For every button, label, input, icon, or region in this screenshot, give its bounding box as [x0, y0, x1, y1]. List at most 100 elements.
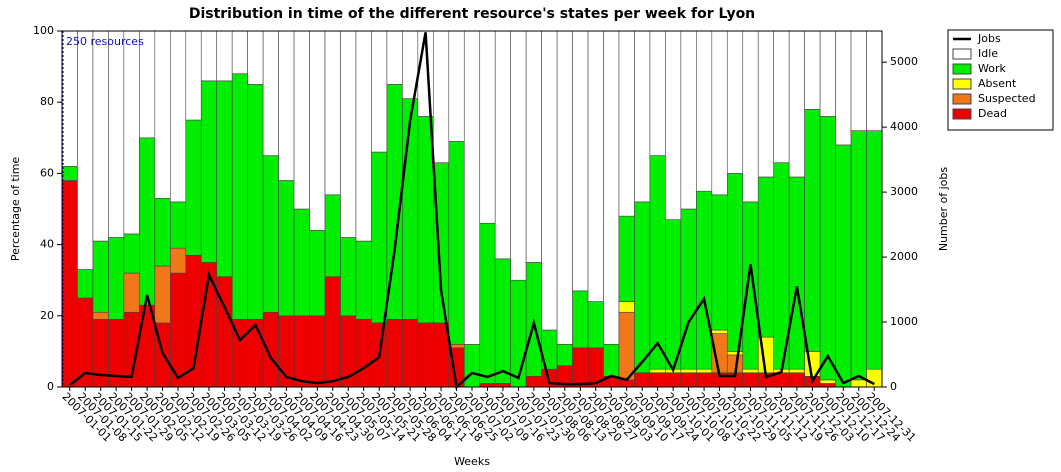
bar-segment	[804, 109, 821, 352]
bar-segment	[866, 130, 883, 370]
legend-swatch	[952, 78, 972, 90]
y-tick-label: 60	[40, 166, 54, 179]
y-tick-label: 80	[40, 95, 54, 108]
bar-segment	[479, 383, 496, 388]
bar-segment	[293, 30, 310, 210]
bar-segment	[185, 30, 202, 121]
bar-segment	[819, 379, 836, 384]
bar-segment	[92, 240, 109, 313]
bar-segment	[108, 237, 125, 320]
legend-label: Dead	[978, 107, 1007, 120]
bar-segment	[696, 368, 713, 374]
bar-segment	[139, 137, 156, 306]
bar-segment	[262, 30, 279, 156]
bar-segment	[835, 30, 852, 146]
bar-segment	[711, 30, 728, 196]
chart-title: Distribution in time of the different re…	[189, 6, 755, 22]
legend-swatch	[952, 48, 972, 60]
bar-segment	[711, 194, 728, 331]
bar-segment	[402, 98, 419, 320]
bar-segment	[742, 201, 759, 370]
bar-segment	[525, 376, 542, 388]
bar-segment	[618, 30, 635, 217]
y-tick-label: 0	[47, 380, 54, 393]
bar-segment	[216, 30, 233, 82]
y2-tick-label: 3000	[890, 185, 918, 198]
bar-segment	[170, 201, 187, 249]
legend-label: Suspected	[978, 92, 1036, 105]
bar-segment	[510, 279, 527, 388]
bar-segment	[510, 30, 527, 281]
bar-segment	[371, 30, 388, 153]
jobs-line	[68, 32, 875, 390]
bar-segment	[494, 30, 511, 260]
bar-segment	[634, 30, 651, 203]
bar-segment	[123, 30, 140, 235]
bar-segment	[819, 383, 836, 388]
bar-segment	[154, 30, 171, 199]
bar-segment	[185, 119, 202, 256]
bar-segment	[618, 301, 635, 313]
bar-segment	[417, 116, 434, 324]
bar-segment	[572, 30, 589, 292]
bar-segment	[634, 201, 651, 374]
bar-segment	[324, 30, 341, 196]
bar-segment	[696, 30, 713, 192]
bar-segment	[309, 315, 326, 388]
bar-segment	[587, 301, 604, 349]
bar-segment	[463, 343, 481, 388]
bar-segment	[726, 30, 744, 174]
bar-segment	[819, 116, 836, 381]
annotation: 250 resources	[66, 35, 144, 48]
legend-label: Absent	[978, 77, 1017, 90]
bar-segment	[247, 84, 264, 320]
bar-segment	[231, 73, 248, 320]
bar-segment	[788, 372, 805, 388]
bar-segment	[417, 322, 434, 388]
bar-segment	[649, 372, 666, 388]
bar-segment	[742, 30, 759, 203]
bar-segment	[572, 290, 589, 349]
legend-swatch	[952, 93, 972, 105]
bar-segment	[773, 30, 790, 164]
bar-segment	[200, 80, 218, 263]
y2-axis-label: Number of jobs	[937, 167, 950, 252]
bar-segment	[603, 343, 620, 377]
bar-segment	[92, 30, 109, 242]
bar-segment	[757, 30, 774, 178]
bar-segment	[525, 30, 542, 263]
bar-segment	[433, 30, 450, 164]
bar-segment	[665, 372, 682, 388]
bar-segment	[556, 30, 573, 345]
bar-segment	[541, 30, 558, 331]
bar-segment	[293, 315, 310, 388]
bar-segment	[61, 30, 78, 167]
y2-tick-label: 0	[890, 380, 897, 393]
legend-swatch	[952, 108, 972, 120]
bar-segment	[123, 272, 140, 313]
bar-segment	[757, 176, 774, 338]
bar-segment	[680, 368, 697, 374]
bar-segment	[77, 269, 94, 299]
bar-segment	[448, 141, 465, 345]
bar-segment	[247, 30, 264, 85]
bar-segment	[850, 379, 867, 388]
bar-segment	[355, 30, 372, 242]
bar-segment	[866, 368, 883, 388]
bar-segment	[556, 343, 573, 366]
bar-segment	[355, 319, 372, 388]
bar-segment	[696, 190, 713, 370]
bar-segment	[324, 194, 341, 277]
bar-segment	[742, 372, 759, 388]
bar-segment	[649, 368, 666, 374]
legend-label: Idle	[978, 47, 998, 60]
bar-segment	[123, 233, 140, 274]
bar-segment	[711, 329, 728, 334]
bar-segment	[494, 258, 511, 384]
bar-segment	[340, 30, 357, 238]
bar-segment	[726, 173, 744, 352]
bar-segment	[402, 319, 419, 388]
bar-segment	[634, 372, 651, 388]
bar-segment	[494, 383, 511, 388]
